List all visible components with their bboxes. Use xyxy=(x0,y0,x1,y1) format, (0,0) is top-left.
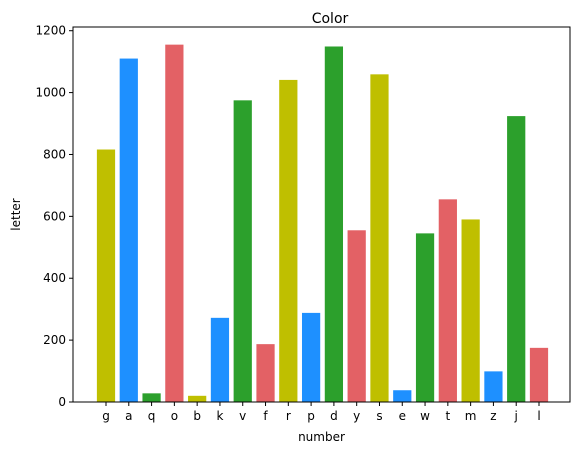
bar-p xyxy=(301,312,321,402)
bar-a xyxy=(119,58,138,403)
x-tick-label-s: s xyxy=(376,409,382,423)
chart-title: Color xyxy=(312,11,349,27)
bar-s xyxy=(370,74,389,402)
x-tick-label-v: v xyxy=(239,409,246,423)
y-axis: 0 200 400 600 800 1000 1200 xyxy=(35,24,73,409)
x-tick-label-w: w xyxy=(420,409,430,423)
bar-w xyxy=(415,233,435,402)
y-tick-label-0: 0 xyxy=(58,395,66,409)
y-tick-label-1200: 1200 xyxy=(35,24,66,38)
bar-b xyxy=(188,395,207,402)
x-tick-label-y: y xyxy=(353,409,360,423)
x-tick-label-b: b xyxy=(193,409,201,423)
bar-e xyxy=(393,390,412,402)
bar-o xyxy=(165,44,184,402)
x-tick-label-g: g xyxy=(102,409,110,423)
bar-r xyxy=(279,79,298,402)
x-axis-label: number xyxy=(298,430,345,444)
y-axis-label: letter xyxy=(9,198,23,231)
x-tick-label-e: e xyxy=(399,409,406,423)
plot-frame xyxy=(72,26,571,403)
x-tick-label-a: a xyxy=(125,409,132,423)
bar-k xyxy=(210,317,230,402)
y-tick-label-200: 200 xyxy=(43,333,66,347)
x-tick-label-m: m xyxy=(465,409,477,423)
x-tick-label-k: k xyxy=(216,409,223,423)
x-tick-label-z: z xyxy=(490,409,496,423)
x-tick-label-l: l xyxy=(537,409,540,423)
bar-l xyxy=(529,347,549,402)
bar-q xyxy=(142,393,161,402)
bars-layer xyxy=(96,44,549,403)
x-tick-label-f: f xyxy=(263,409,268,423)
x-tick-label-j: j xyxy=(514,409,518,423)
bar-m xyxy=(461,219,480,402)
bar-f xyxy=(256,344,275,402)
bar-t xyxy=(438,199,457,402)
x-tick-label-t: t xyxy=(445,409,450,423)
y-tick-label-1000: 1000 xyxy=(35,86,66,100)
bar-z xyxy=(484,371,503,402)
bar-y xyxy=(347,230,366,402)
bar-g xyxy=(96,149,116,402)
y-tick-label-600: 600 xyxy=(43,209,66,223)
y-tick-label-800: 800 xyxy=(43,147,66,161)
x-tick-label-o: o xyxy=(171,409,178,423)
bar-v xyxy=(233,100,252,402)
x-tick-label-d: d xyxy=(330,409,338,423)
x-tick-label-q: q xyxy=(148,409,156,423)
x-tick-label-p: p xyxy=(307,409,315,423)
x-tick-label-r: r xyxy=(286,409,291,423)
bar-j xyxy=(507,116,526,403)
y-tick-label-400: 400 xyxy=(43,271,66,285)
bar-d xyxy=(324,46,344,403)
